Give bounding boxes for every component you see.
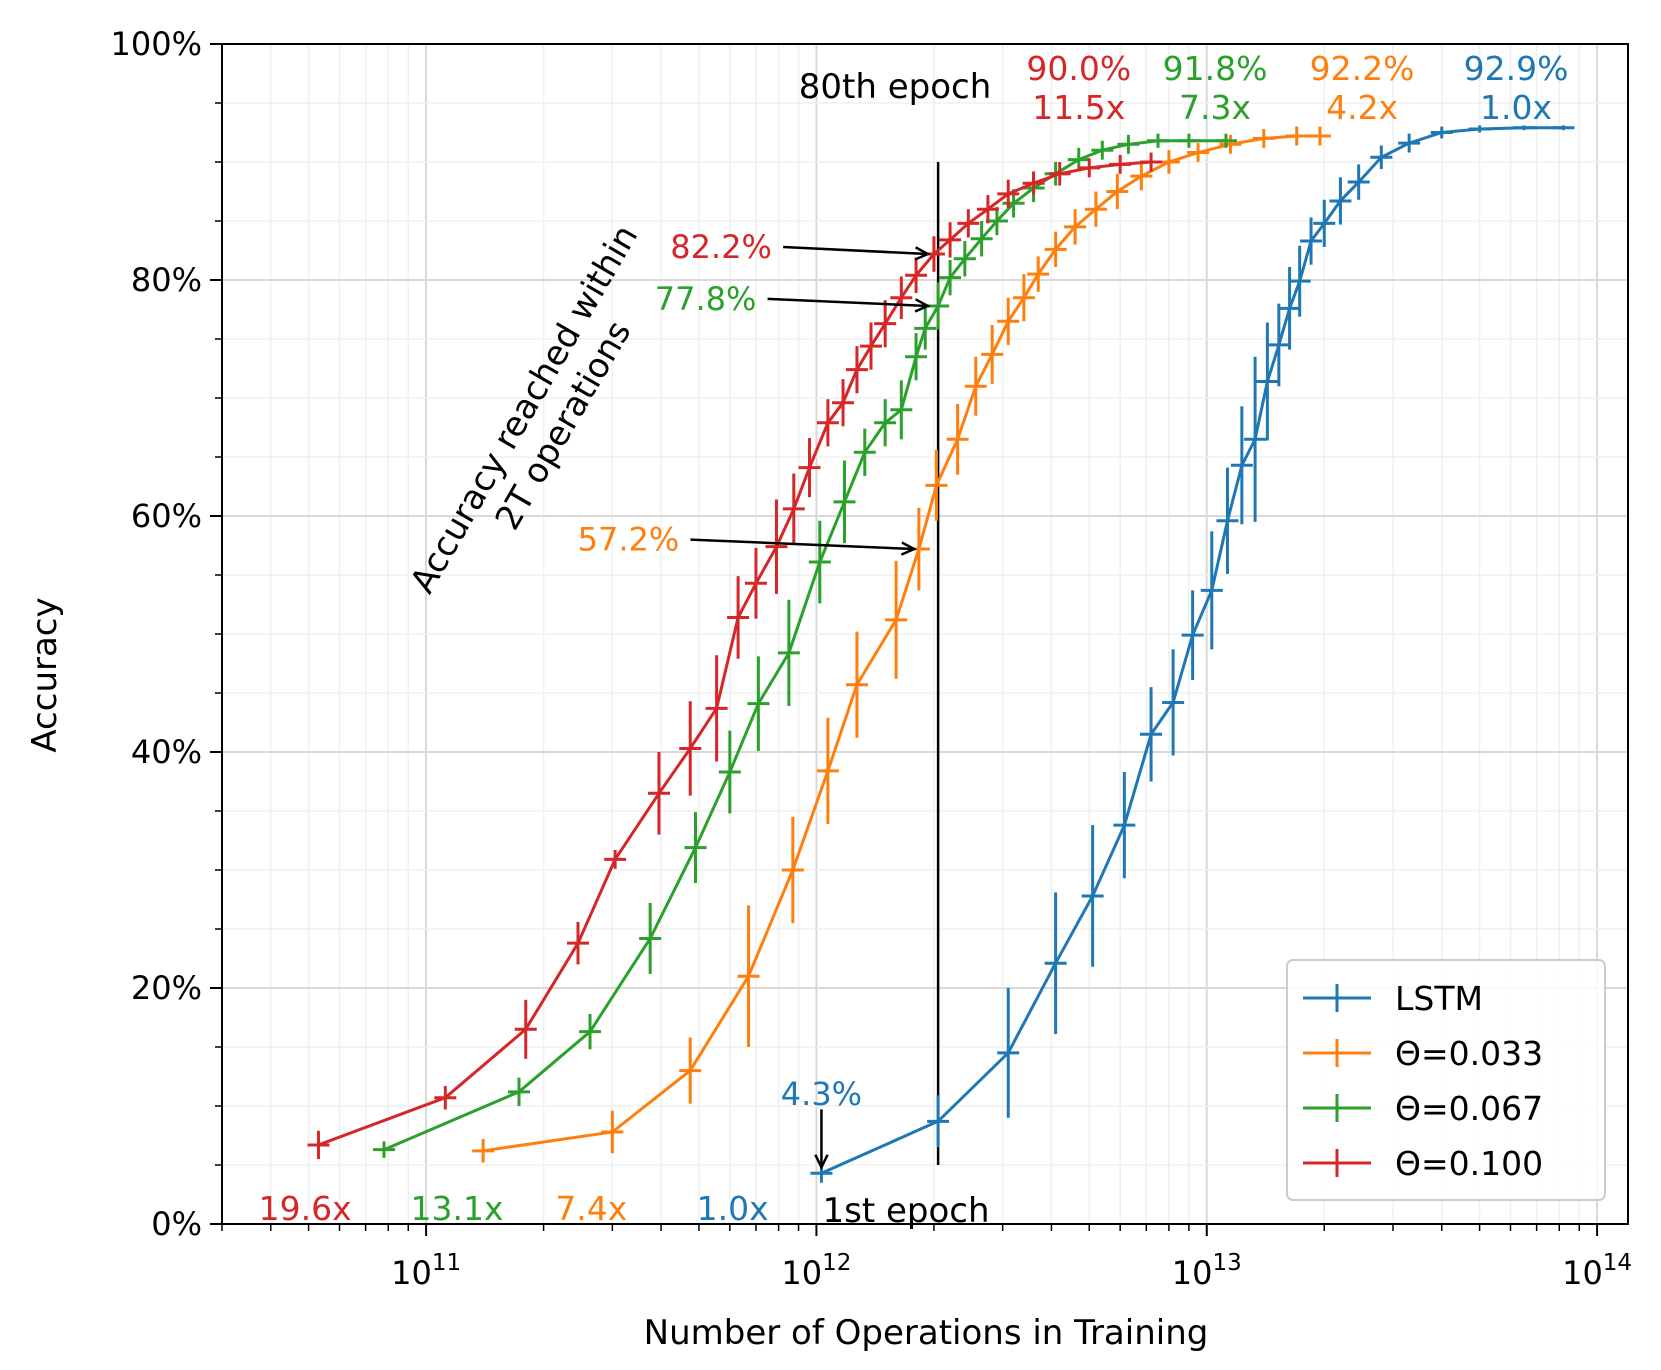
y-tick-label: 20% [131, 969, 202, 1007]
series-3 [372, 133, 1237, 1158]
legend-item: Θ=0.033 [1303, 1034, 1543, 1073]
final-accuracy-label: 90.0% [1026, 49, 1131, 88]
y-tick-label: 40% [131, 733, 202, 771]
x-tick-base: 10 [781, 1254, 822, 1292]
y-tick-label: 100% [111, 25, 202, 63]
initial-speedup-label: 1.0x [697, 1189, 769, 1228]
x-axis-label: Number of Operations in Training [644, 1313, 1209, 1353]
within-label: Accuracy reached within 2T operations [403, 209, 688, 621]
arrow-green-head [914, 298, 931, 313]
series-4 [307, 152, 1163, 1160]
initial-speedup-label: 13.1x [410, 1189, 503, 1228]
series-2 [472, 126, 1331, 1163]
x-tick-exponent: 12 [822, 1250, 851, 1276]
y-tick-label: 60% [131, 497, 202, 535]
arrow-green-label: 77.8% [655, 280, 757, 318]
x-tick-label: 1014 [1562, 1250, 1632, 1292]
x-tick-label: 1013 [1172, 1250, 1242, 1292]
final-speedup-label: 1.0x [1480, 88, 1552, 127]
initial-speedup-label: 7.4x [555, 1189, 627, 1228]
arrow-orange-shaft [690, 538, 915, 551]
series-line [317, 160, 1152, 1147]
x-tick-label: 1011 [391, 1250, 461, 1292]
x-tick-exponent: 13 [1212, 1250, 1241, 1276]
x-tick-base: 10 [391, 1254, 432, 1292]
arrow-red-label: 82.2% [670, 228, 772, 266]
final-speedup-label: 4.2x [1326, 88, 1398, 127]
final-accuracy-label: 92.9% [1464, 49, 1569, 88]
x-tick-exponent: 14 [1603, 1250, 1632, 1276]
x-tick-base: 10 [1562, 1254, 1603, 1292]
x-tick-base: 10 [1172, 1254, 1213, 1292]
legend: LSTM Θ=0.033 Θ=0.067 Θ=0.100 [1286, 959, 1606, 1201]
arrow-red-shaft [783, 245, 928, 256]
arrow-red-head [914, 246, 931, 261]
legend-item: Θ=0.100 [1303, 1144, 1543, 1183]
series-1 [810, 125, 1575, 1183]
x-tick-exponent: 11 [432, 1250, 461, 1276]
legend-box [1286, 959, 1606, 1201]
arrow-blue-head [814, 1154, 829, 1171]
legend-label: Θ=0.033 [1395, 1034, 1543, 1073]
arrow-blue-label: 4.3% [781, 1075, 862, 1113]
legend-item: Θ=0.067 [1303, 1089, 1543, 1128]
legend-label: Θ=0.100 [1395, 1144, 1543, 1183]
y-tick-label: 80% [131, 261, 202, 299]
series-layer [307, 125, 1575, 1183]
arrow-orange-head [900, 541, 918, 556]
initial-speedup-label: 19.6x [259, 1189, 352, 1228]
y-tick-label: 0% [151, 1205, 202, 1243]
final-speedup-label: 7.3x [1179, 88, 1251, 127]
legend-item: LSTM [1303, 979, 1483, 1018]
final-accuracy-label: 92.2% [1310, 49, 1415, 88]
x-tick-label: 1012 [781, 1250, 851, 1292]
final-speedup-label: 11.5x [1032, 88, 1125, 127]
epoch80-label: 80th epoch [799, 67, 992, 107]
arrow-green-shaft [767, 297, 928, 308]
legend-label: LSTM [1395, 979, 1483, 1018]
series-line [383, 139, 1226, 1152]
epoch1-label: 1st epoch [822, 1191, 989, 1231]
final-accuracy-label: 91.8% [1163, 49, 1268, 88]
legend-label: Θ=0.067 [1395, 1089, 1543, 1128]
arrow-orange-label: 57.2% [578, 521, 680, 559]
y-axis-label: Accuracy [25, 597, 65, 752]
